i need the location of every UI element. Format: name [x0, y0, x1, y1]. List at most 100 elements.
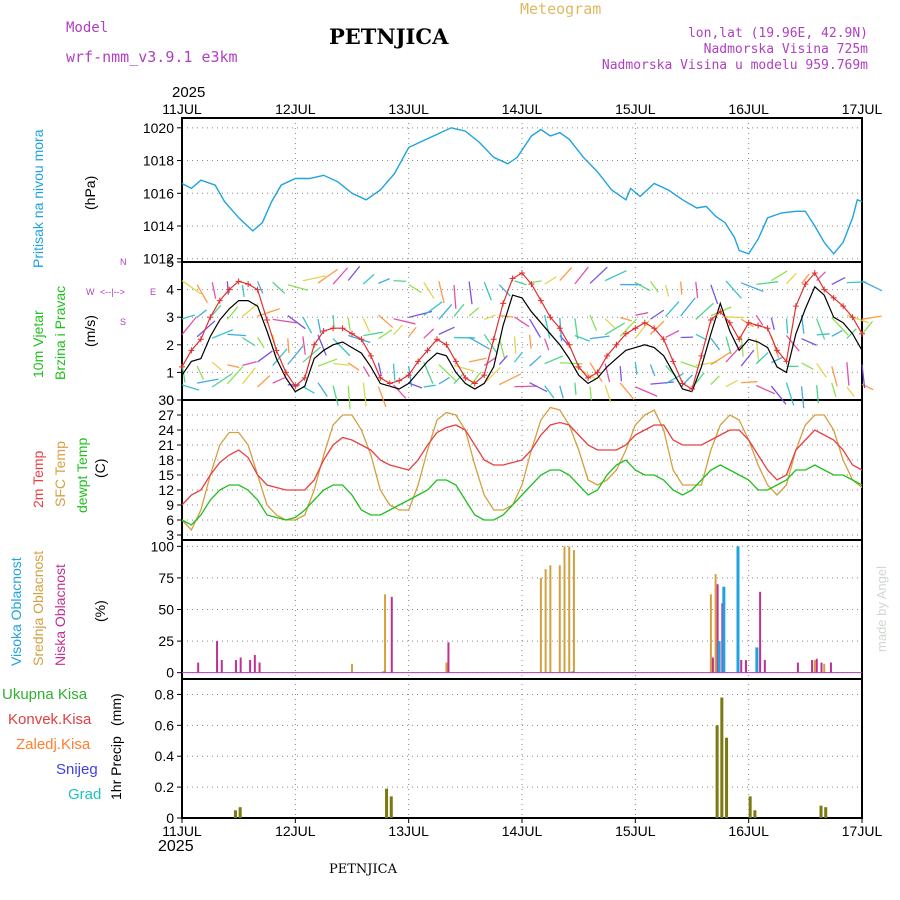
wind-arrow	[302, 336, 306, 355]
gust-marker	[556, 325, 563, 332]
wind-arrow	[710, 284, 719, 305]
wind-arrow	[695, 281, 699, 299]
pressure-line	[181, 127, 863, 255]
wind-arrow	[362, 318, 371, 333]
wind-arrow	[756, 281, 779, 285]
wind-arrow	[332, 385, 339, 406]
x-tick-label-bottom: 12JUL	[275, 823, 316, 839]
y-tick-label: 1016	[143, 185, 174, 201]
x-tick-label-top: 17JUL	[842, 101, 883, 117]
wind-arrow	[181, 384, 200, 391]
wind-arrow	[272, 281, 286, 294]
wind-arrow	[378, 278, 390, 284]
wind-arrow	[816, 385, 820, 404]
wind-arrow	[544, 385, 555, 399]
y-tick-label: 0	[166, 392, 174, 408]
gust-marker	[424, 347, 431, 354]
precip-bar	[753, 810, 757, 818]
y-tick-label: 21	[158, 437, 174, 453]
gust-marker	[641, 319, 648, 326]
wind-arrow	[272, 318, 297, 324]
precip-bar	[233, 810, 237, 818]
wind-arrow	[241, 284, 245, 297]
compass-n: N	[120, 257, 127, 267]
gust-marker	[396, 377, 403, 384]
gust-marker	[301, 374, 308, 381]
wind-arrow	[468, 357, 487, 363]
wind-arrow	[740, 349, 755, 367]
cloud-mid-bar	[384, 594, 387, 673]
wind-arrow	[861, 320, 874, 335]
gust-marker	[367, 352, 374, 359]
wind-arrow	[755, 338, 760, 363]
wind-arrow	[438, 326, 455, 335]
wind-arrow	[332, 267, 349, 285]
model-label: Model	[66, 20, 109, 36]
wind-arrow	[740, 334, 744, 357]
y-tick-label: 1	[166, 364, 174, 380]
compass-arrows: <--|-->	[100, 287, 125, 297]
gust-marker	[613, 341, 620, 348]
gust-marker	[179, 363, 185, 370]
wind-arrow	[483, 357, 497, 367]
wind-arrow	[438, 281, 445, 304]
precip-bar	[720, 697, 724, 818]
wind-arrow	[362, 382, 367, 407]
wind-arrow	[363, 331, 384, 337]
precip-bar	[819, 805, 823, 818]
wind-arrow	[604, 384, 612, 403]
wind-arrow	[664, 284, 670, 297]
gust-marker	[349, 330, 355, 337]
wind-arrow	[378, 329, 393, 340]
wind-arrow	[635, 281, 651, 292]
compass-w: W	[86, 287, 95, 297]
y-tick-label: 75	[158, 570, 174, 586]
wind-arrow	[287, 338, 290, 354]
wind-arrow	[302, 316, 313, 334]
wind-speed-line	[181, 285, 863, 393]
y-tick-label: 1014	[143, 218, 174, 234]
wind-arrow	[785, 382, 795, 406]
cloud-high-bar	[736, 546, 740, 673]
y-tick-label: 27	[158, 407, 174, 423]
gust-marker	[462, 374, 469, 381]
wind-arrow	[498, 338, 506, 360]
wind-arrow	[650, 309, 665, 320]
gust-marker	[736, 336, 743, 343]
gust-marker	[745, 319, 752, 326]
gust-marker	[216, 297, 223, 304]
wind-arrow	[181, 314, 196, 320]
wind-arrow	[332, 315, 335, 328]
x-tick-label-bottom: 16JUL	[728, 823, 769, 839]
wind-arrow	[211, 329, 234, 339]
wind-arrow	[771, 356, 784, 364]
wind-arrow	[468, 307, 480, 317]
cloud-high-bar	[717, 641, 721, 673]
cloud-mid-bar	[558, 565, 561, 673]
y-tick-label: 0	[166, 810, 174, 826]
gust-marker	[679, 380, 686, 387]
wind-arrow	[408, 284, 422, 294]
wind-arrow	[241, 367, 256, 385]
wind-arrow	[559, 362, 583, 365]
cloud-mid-bar	[823, 663, 826, 673]
gust-marker	[566, 341, 573, 348]
cloud-low-bar	[249, 660, 252, 673]
gust-marker	[519, 270, 525, 277]
y-tick-label: 100	[151, 538, 175, 554]
gust-marker	[273, 347, 280, 354]
wind-arrow	[514, 316, 530, 328]
gust-marker	[330, 325, 337, 332]
wind-arrow	[332, 338, 351, 357]
wind-arrow	[513, 351, 523, 363]
legend-conv-rain: Konvek.Kisa	[8, 711, 92, 728]
wind-arrow	[453, 303, 465, 317]
wind-arrow	[377, 386, 387, 408]
gust-marker	[849, 314, 856, 321]
wind-arrow	[287, 345, 304, 365]
wind-arrow	[302, 386, 315, 394]
x-tick-label-top: 14JUL	[502, 101, 543, 117]
wind-arrow	[423, 282, 435, 299]
wind-arrow	[333, 362, 350, 366]
